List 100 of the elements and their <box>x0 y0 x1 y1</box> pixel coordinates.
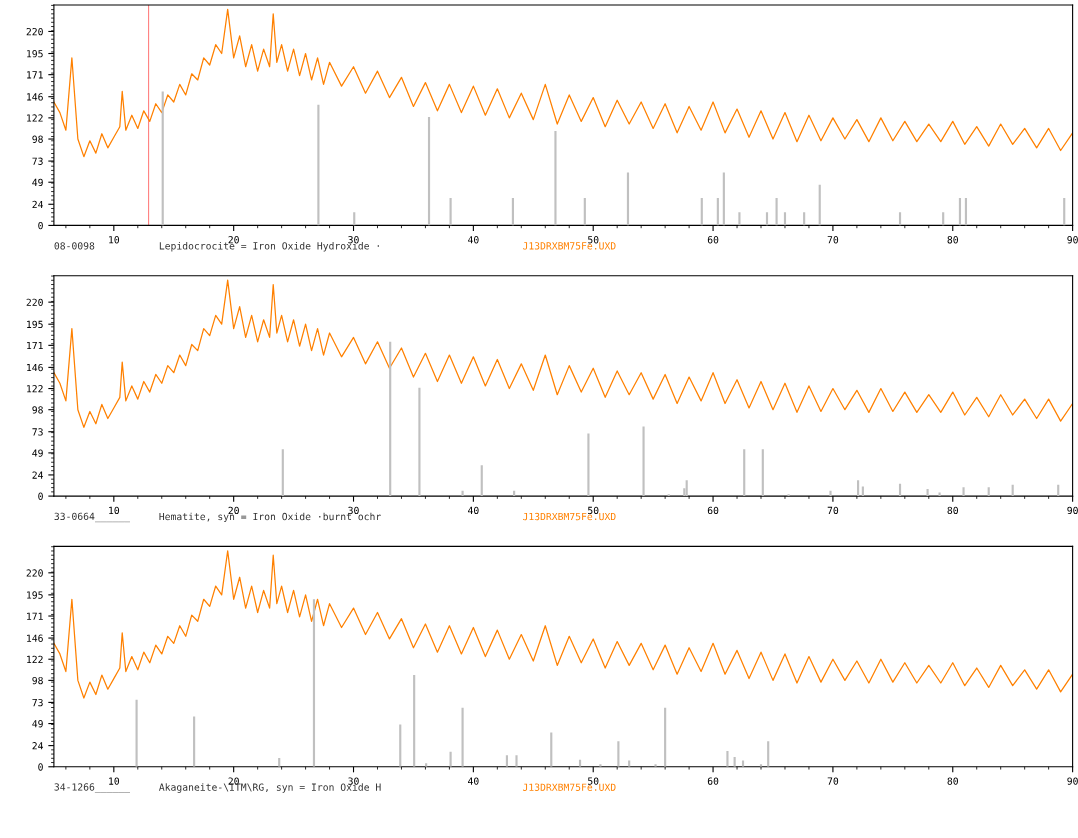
line-series <box>53 8 1073 158</box>
bar <box>427 116 431 226</box>
bar <box>513 490 516 497</box>
y-tick-label: 171 <box>27 71 43 79</box>
y-tick-label: 122 <box>27 114 43 122</box>
y-tick-label: 195 <box>27 591 43 599</box>
bar <box>480 465 483 497</box>
bar <box>685 480 688 497</box>
bar <box>317 104 320 226</box>
bar <box>664 707 667 767</box>
y-tick-label: 122 <box>27 655 43 663</box>
y-tick-label: 220 <box>26 569 43 577</box>
bar <box>281 449 284 497</box>
bar <box>716 198 719 226</box>
x-tick-label: 90 <box>1067 236 1078 244</box>
bar <box>389 341 392 497</box>
bar <box>898 212 902 226</box>
x-tick-label: 70 <box>827 236 839 244</box>
bar <box>942 212 945 226</box>
bar <box>938 492 941 497</box>
y-tick-label: 0 <box>38 492 43 500</box>
bar <box>550 732 553 767</box>
y-tick-label: 122 <box>27 385 43 393</box>
text: 33-0664______ <box>54 512 130 523</box>
x-tick-label: 10 <box>109 777 120 785</box>
y-tick-label: 49 <box>32 449 43 457</box>
x-tick-label: 20 <box>228 236 239 244</box>
bar <box>418 387 421 497</box>
x-tick-label: 70 <box>827 777 839 785</box>
text: J13DRXBM75Fe.UXD <box>523 512 616 521</box>
y-tick-label: 146 <box>27 93 43 101</box>
y-tick-label: 73 <box>32 698 43 707</box>
x-tick-label: 90 <box>1067 777 1078 785</box>
x-tick-label: 50 <box>588 236 599 244</box>
text: J13DRXBM75Fe.UXD <box>523 783 616 791</box>
x-tick-label: 30 <box>348 236 359 244</box>
bar <box>583 198 586 226</box>
text: 34-1266______ <box>54 783 130 793</box>
bar <box>135 699 138 767</box>
y-tick-label: 49 <box>32 178 43 187</box>
x-tick-label: 30 <box>348 506 359 515</box>
bar <box>926 489 929 497</box>
y-tick-label: 220 <box>26 27 43 36</box>
y-tick-label: 98 <box>32 135 43 143</box>
y-tick-label: 220 <box>26 298 43 307</box>
bar <box>399 724 402 767</box>
bar <box>642 426 645 497</box>
y-tick-label: 195 <box>27 50 43 58</box>
bar <box>617 741 620 767</box>
x-tick-label: 60 <box>707 236 719 244</box>
y-tick-label: 146 <box>27 634 43 642</box>
x-tick-label: 40 <box>468 236 479 244</box>
y-tick-label: 171 <box>27 612 43 620</box>
y-tick-label: 98 <box>32 676 43 685</box>
bar <box>958 198 962 226</box>
bar <box>193 716 196 767</box>
bar <box>738 212 741 226</box>
x-tick-label: 60 <box>707 777 719 785</box>
bar <box>765 212 769 226</box>
x-tick-label: 20 <box>228 506 239 515</box>
bar <box>767 741 770 767</box>
text: 08-0098 <box>54 242 95 250</box>
x-tick-label: 80 <box>947 777 958 785</box>
line-series <box>53 550 1073 699</box>
bar <box>803 212 806 226</box>
text: J13DRXBM75Fe.UXD <box>523 242 616 250</box>
y-tick-label: 49 <box>32 720 43 728</box>
line-series <box>53 279 1073 428</box>
bar <box>461 707 464 767</box>
bar <box>962 487 965 497</box>
bar <box>515 755 518 767</box>
x-tick-label: 10 <box>109 506 120 515</box>
x-tick-label: 40 <box>468 777 479 785</box>
bar <box>1063 198 1066 226</box>
bar <box>726 750 729 767</box>
bar <box>554 131 557 226</box>
bar <box>654 764 657 767</box>
x-tick-label: 50 <box>588 777 599 785</box>
x-tick-label: 10 <box>109 236 120 244</box>
x-tick-label: 40 <box>468 506 479 515</box>
bar <box>857 480 860 497</box>
bar <box>783 212 787 226</box>
y-tick-label: 146 <box>27 363 43 372</box>
y-tick-label: 0 <box>38 763 43 771</box>
y-tick-label: 24 <box>32 742 44 750</box>
bar <box>587 433 590 497</box>
y-tick-label: 73 <box>32 428 43 436</box>
bar <box>987 487 990 497</box>
bar <box>861 486 864 497</box>
bar <box>312 599 316 767</box>
x-tick-label: 50 <box>588 506 599 515</box>
x-tick-label: 80 <box>947 506 958 515</box>
bar <box>818 184 821 226</box>
y-tick-label: 195 <box>27 320 43 329</box>
bar <box>761 449 764 497</box>
x-tick-label: 70 <box>827 506 839 515</box>
bar <box>413 675 416 767</box>
bar <box>511 198 514 226</box>
bar <box>722 172 725 226</box>
y-tick-label: 24 <box>32 471 44 479</box>
